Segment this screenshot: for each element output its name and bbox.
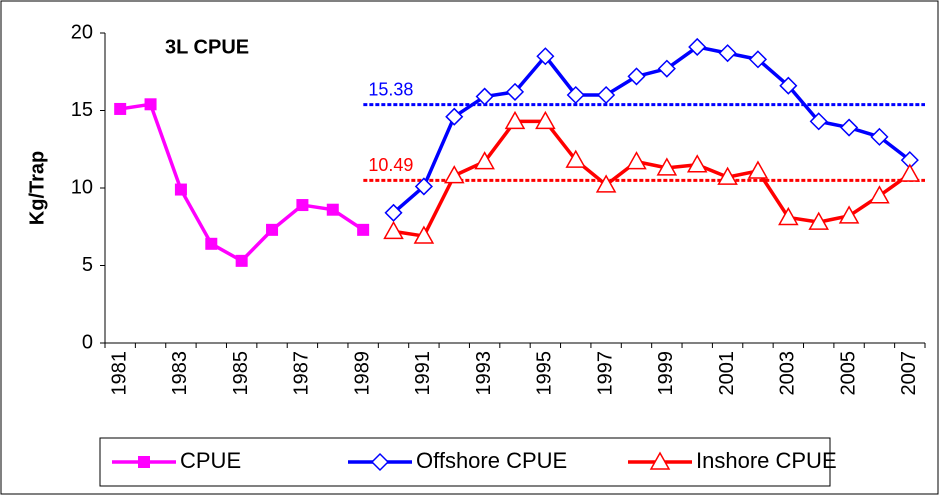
data-point: [627, 67, 646, 86]
data-point: [778, 206, 799, 226]
data-point: [717, 166, 738, 185]
y-tick-label: 5: [82, 254, 93, 276]
data-point: [383, 220, 404, 240]
data-point: [505, 82, 525, 101]
data-point: [688, 37, 707, 57]
x-tick-label: 1993: [473, 351, 495, 396]
data-point: [445, 107, 464, 126]
data-point: [326, 203, 339, 216]
x-tick-label: 1981: [108, 351, 130, 396]
legend-label: Inshore CPUE: [696, 448, 837, 473]
data-point: [808, 211, 829, 230]
data-point: [718, 44, 737, 63]
data-point: [626, 151, 647, 170]
legend-label: CPUE: [180, 448, 241, 473]
x-tick-label: 1985: [230, 351, 252, 396]
data-point: [840, 118, 859, 137]
x-tick-label: 2005: [837, 351, 859, 396]
data-point: [474, 151, 495, 170]
data-point: [475, 87, 494, 106]
reference-label: 15.38: [368, 79, 413, 99]
data-point: [144, 98, 157, 111]
y-tick-label: 15: [71, 99, 93, 121]
x-tick-label: 1997: [594, 351, 616, 396]
x-tick-label: 1989: [351, 351, 373, 396]
legend-marker: [370, 452, 390, 472]
data-point: [870, 127, 889, 146]
data-point: [504, 110, 526, 130]
data-point: [566, 85, 585, 105]
x-tick-label: 1995: [534, 351, 556, 396]
data-point: [686, 154, 708, 173]
reference-label: 10.49: [368, 155, 413, 175]
x-tick-label: 1991: [412, 351, 434, 396]
x-tick-label: 1999: [655, 351, 677, 396]
data-point: [747, 160, 769, 179]
y-axis-label: Kg/Trap: [26, 151, 48, 225]
data-point: [595, 174, 617, 193]
y-tick-label: 20: [71, 21, 93, 43]
data-point: [357, 223, 370, 236]
x-tick-label: 2007: [898, 351, 920, 396]
data-point: [748, 50, 768, 69]
data-point: [443, 165, 465, 184]
legend-marker: [649, 451, 671, 470]
data-point: [536, 47, 555, 66]
data-point: [114, 102, 127, 115]
data-point: [414, 177, 433, 196]
x-tick-label: 2003: [777, 351, 799, 396]
y-tick-label: 10: [71, 176, 93, 198]
data-point: [809, 112, 828, 131]
x-tick-label: 1987: [291, 351, 313, 396]
legend: [99, 437, 831, 487]
data-point: [656, 157, 678, 176]
data-point: [235, 254, 248, 267]
legend-marker: [138, 456, 150, 468]
data-point: [869, 185, 890, 204]
data-point: [205, 237, 218, 250]
data-point: [296, 199, 309, 212]
data-point: [413, 225, 435, 244]
data-point: [899, 163, 921, 182]
data-point: [657, 59, 676, 78]
data-point: [565, 149, 587, 168]
x-tick-label: 2001: [716, 351, 738, 396]
legend-label: Offshore CPUE: [416, 448, 567, 473]
data-point: [838, 205, 860, 224]
data-point: [266, 223, 279, 236]
data-point: [174, 183, 187, 196]
data-point: [384, 203, 403, 222]
x-tick-label: 1983: [169, 351, 191, 396]
data-point: [535, 110, 556, 130]
data-point: [779, 76, 798, 95]
data-point: [597, 85, 616, 105]
chart-title: 3L CPUE: [165, 36, 249, 58]
y-tick-label: 0: [82, 331, 93, 353]
